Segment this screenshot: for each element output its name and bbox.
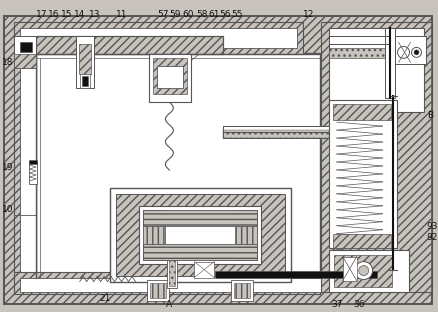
Bar <box>139 206 261 264</box>
Bar <box>329 48 389 58</box>
Bar <box>157 66 184 88</box>
Text: 10: 10 <box>2 205 14 214</box>
Text: B: B <box>427 111 434 119</box>
Text: 59: 59 <box>170 10 181 19</box>
Bar <box>234 283 250 299</box>
Circle shape <box>398 46 410 58</box>
Text: 14: 14 <box>74 10 85 19</box>
Bar <box>329 100 396 248</box>
Bar <box>20 28 297 48</box>
Bar <box>329 37 389 44</box>
Text: 13: 13 <box>89 10 100 19</box>
Text: 21: 21 <box>99 294 110 303</box>
Text: 18: 18 <box>2 58 14 67</box>
Bar <box>321 22 432 291</box>
Bar <box>329 37 389 44</box>
Circle shape <box>359 266 369 275</box>
Text: 36: 36 <box>353 300 364 309</box>
Text: 15: 15 <box>61 10 73 19</box>
Text: 16: 16 <box>48 10 60 19</box>
Text: 60: 60 <box>183 10 194 19</box>
Bar <box>36 53 320 288</box>
Text: 37: 37 <box>331 300 343 309</box>
Text: 58: 58 <box>197 10 208 19</box>
Bar <box>79 44 91 74</box>
Bar <box>144 210 166 260</box>
Bar <box>151 283 166 299</box>
Bar <box>20 42 32 52</box>
Bar <box>333 104 391 120</box>
Text: 17: 17 <box>36 10 48 19</box>
Circle shape <box>412 47 421 57</box>
Bar <box>36 37 223 54</box>
Bar <box>14 22 303 54</box>
Text: 19: 19 <box>2 163 14 173</box>
Text: 12: 12 <box>303 10 314 19</box>
Bar <box>235 210 257 260</box>
Bar <box>148 280 170 301</box>
Text: 93: 93 <box>427 222 438 231</box>
Text: 56: 56 <box>219 10 231 19</box>
Bar <box>29 162 37 184</box>
Text: 92: 92 <box>427 233 438 242</box>
Bar <box>343 257 357 280</box>
Bar <box>76 37 94 88</box>
Bar <box>116 194 285 275</box>
Bar <box>14 54 36 288</box>
Bar <box>329 28 424 112</box>
Circle shape <box>414 50 419 55</box>
Bar <box>29 160 37 164</box>
Bar <box>110 188 291 281</box>
Bar <box>14 271 320 294</box>
Bar <box>166 226 235 244</box>
Bar <box>82 76 88 86</box>
Bar <box>334 255 392 286</box>
Bar <box>170 258 175 285</box>
Bar <box>231 280 253 301</box>
Bar <box>36 37 223 54</box>
Text: A: A <box>166 300 173 309</box>
Bar <box>167 256 177 288</box>
Bar <box>223 126 329 138</box>
Text: 57: 57 <box>158 10 169 19</box>
Bar <box>20 278 321 291</box>
Bar <box>14 54 36 68</box>
Bar <box>80 74 90 88</box>
Bar <box>395 37 427 64</box>
Text: 11: 11 <box>116 10 127 19</box>
Bar <box>14 37 36 68</box>
Bar <box>149 54 191 102</box>
Text: 61: 61 <box>208 10 220 19</box>
Bar <box>144 244 257 260</box>
Bar <box>20 54 36 281</box>
Bar <box>153 58 187 94</box>
Bar <box>194 262 214 278</box>
Bar <box>223 130 329 138</box>
Text: 55: 55 <box>231 10 243 19</box>
Bar <box>223 126 329 138</box>
Bar <box>333 234 391 248</box>
Bar <box>144 210 257 226</box>
Bar <box>215 271 377 278</box>
Circle shape <box>355 262 373 280</box>
Bar <box>329 250 409 291</box>
Bar <box>385 28 395 98</box>
